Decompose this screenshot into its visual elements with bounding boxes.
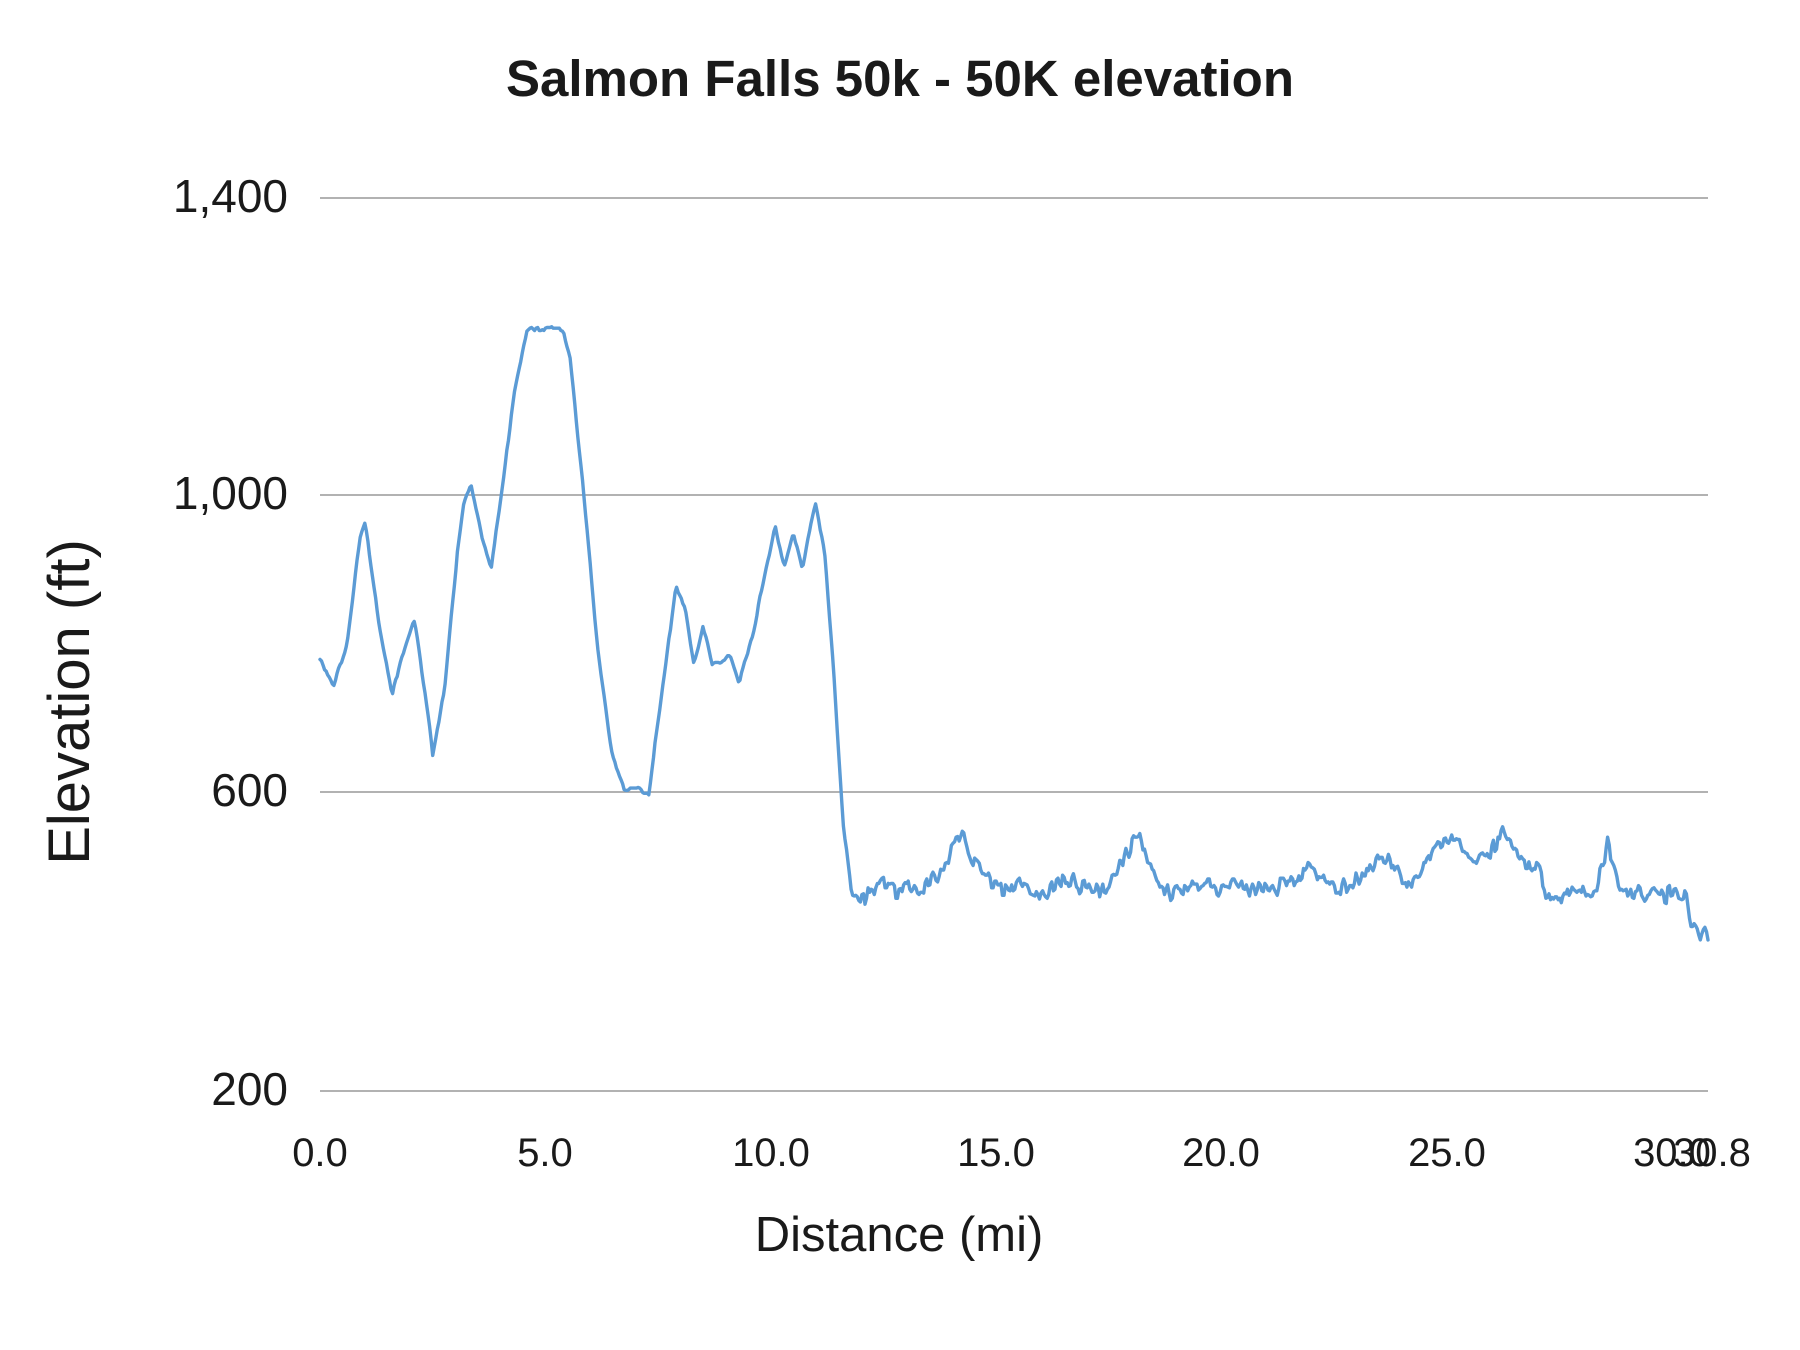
svg-text:30.8: 30.8	[1673, 1131, 1751, 1175]
svg-text:Elevation (ft): Elevation (ft)	[37, 539, 102, 865]
svg-text:200: 200	[211, 1063, 288, 1115]
svg-text:10.0: 10.0	[732, 1131, 810, 1175]
svg-text:600: 600	[211, 764, 288, 816]
svg-text:1,400: 1,400	[173, 170, 288, 222]
svg-text:5.0: 5.0	[517, 1131, 573, 1175]
svg-text:Distance (mi): Distance (mi)	[755, 1208, 1044, 1262]
svg-text:15.0: 15.0	[957, 1131, 1035, 1175]
svg-text:25.0: 25.0	[1408, 1131, 1486, 1175]
svg-text:20.0: 20.0	[1182, 1131, 1260, 1175]
svg-text:1,000: 1,000	[173, 467, 288, 519]
svg-text:0.0: 0.0	[292, 1131, 348, 1175]
